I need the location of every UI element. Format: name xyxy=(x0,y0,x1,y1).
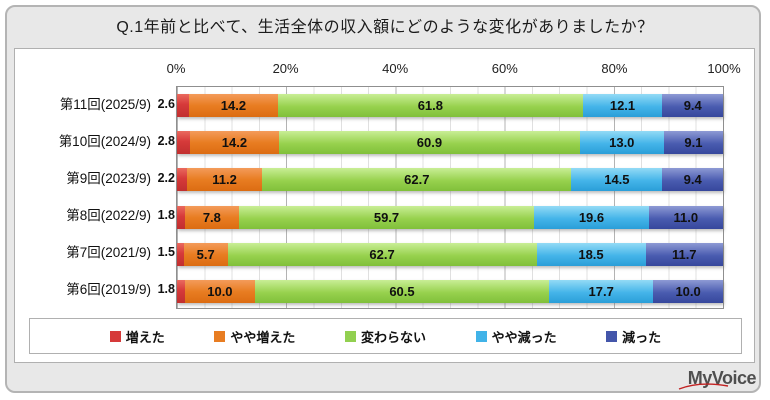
category-label: 第7回(2021/9) xyxy=(66,245,151,261)
bar-row: 11.2 62.7 14.5 9.4 xyxy=(177,168,723,192)
bar-segment xyxy=(177,168,187,192)
bar-segment: 59.7 xyxy=(238,205,535,229)
bar-row: 7.8 59.7 19.6 11.0 xyxy=(177,205,723,229)
category-label: 第10回(2024/9) xyxy=(58,133,151,149)
legend-item: 変わらない xyxy=(344,327,426,346)
legend-label: 増えた xyxy=(125,329,165,345)
bar-segment: 5.7 xyxy=(183,242,228,266)
axis-tick: 60% xyxy=(491,61,518,76)
category-label: 第11回(2025/9) xyxy=(59,96,151,112)
myvoice-logo-text: MyVoice xyxy=(687,368,757,388)
bar-segment: 13.0 xyxy=(579,131,664,155)
legend-item: 増えた xyxy=(109,327,165,346)
bar-segment xyxy=(177,279,185,303)
plot-area: 14.2 61.8 12.1 9.4 14.2 60.9 13.0 9.1 11.2 62.7 14… xyxy=(176,86,724,309)
axis-tick: 40% xyxy=(382,61,409,76)
bar-segment: 14.2 xyxy=(189,131,280,155)
axis-tick: 20% xyxy=(272,61,299,76)
bar-segment: 9.1 xyxy=(663,131,724,155)
legend-label: 変わらない xyxy=(360,329,426,345)
legend-swatch xyxy=(214,330,226,342)
outside-value-label: 1.8 xyxy=(157,282,175,297)
legend-label: やや増えた xyxy=(230,329,296,345)
bar-segment: 11.0 xyxy=(648,205,723,229)
bar-segment: 17.7 xyxy=(549,279,654,303)
legend-swatch xyxy=(344,330,356,342)
category-label: 第6回(2019/9) xyxy=(66,282,151,298)
bar-row: 5.7 62.7 18.5 11.7 xyxy=(177,242,723,266)
bar-segment: 14.2 xyxy=(188,94,279,117)
bar-segment: 11.7 xyxy=(645,242,723,266)
bar-segment: 9.4 xyxy=(662,94,723,117)
legend-swatch xyxy=(109,330,121,342)
axis-tick: 80% xyxy=(601,61,628,76)
axis-tick: 0% xyxy=(166,61,186,76)
legend-label: 減った xyxy=(622,329,662,345)
logo-swoosh-icon xyxy=(678,383,729,390)
category-label: 第8回(2022/9) xyxy=(66,208,151,223)
chart-title: Q.1年前と比べて、生活全体の収入額にどのような変化がありましたか？ xyxy=(116,19,654,36)
outside-value-label: 2.6 xyxy=(157,96,175,111)
legend: 増えた やや増えた 変わらない やや減った 減った xyxy=(29,318,742,354)
bar-segment xyxy=(177,242,184,266)
legend-item: やや減った xyxy=(475,327,557,346)
bar-segment: 11.2 xyxy=(186,168,263,192)
bar-segment: 62.7 xyxy=(262,168,572,192)
legend-label: やや減った xyxy=(491,329,557,345)
bar-segment: 61.8 xyxy=(278,94,583,117)
legend-swatch xyxy=(606,330,618,342)
bar-segment: 7.8 xyxy=(185,205,239,229)
bar-segment xyxy=(177,131,190,155)
chart-box: 0% 20% 40% 60% 80% 100% 14.2 61.8 12.1 9.4 1… xyxy=(14,48,755,363)
axis-tick: 100% xyxy=(707,61,741,76)
legend-swatch xyxy=(475,330,487,342)
bar-row: 14.2 61.8 12.1 9.4 xyxy=(177,94,723,117)
outside-value-label: 2.8 xyxy=(157,133,175,148)
bar-segment xyxy=(177,205,186,229)
bar-segment: 62.7 xyxy=(227,242,537,266)
legend-item: やや増えた xyxy=(214,327,295,346)
bar-segment: 9.4 xyxy=(662,168,723,192)
legend-item: 減った xyxy=(606,327,661,346)
bar-row: 10.0 60.5 17.7 10.0 xyxy=(177,279,723,303)
category-label: 第9回(2023/9) xyxy=(66,170,151,186)
bar-segment: 18.5 xyxy=(536,242,646,266)
bar-segment: 60.9 xyxy=(279,131,580,155)
bar-segment: 10.0 xyxy=(185,279,255,303)
outside-value-label: 1.5 xyxy=(157,245,175,260)
bar-segment: 10.0 xyxy=(653,279,723,303)
bar-segment xyxy=(177,94,189,117)
bar-row: 14.2 60.9 13.0 9.1 xyxy=(177,131,724,155)
myvoice-logo: MyVoice xyxy=(676,366,757,392)
bar-segment: 12.1 xyxy=(582,94,663,117)
outside-value-label: 1.8 xyxy=(157,208,175,222)
bar-segment: 14.5 xyxy=(571,168,663,192)
bar-segment: 19.6 xyxy=(534,205,649,229)
outside-value-label: 2.2 xyxy=(157,170,175,185)
bar-segment: 60.5 xyxy=(254,279,550,303)
